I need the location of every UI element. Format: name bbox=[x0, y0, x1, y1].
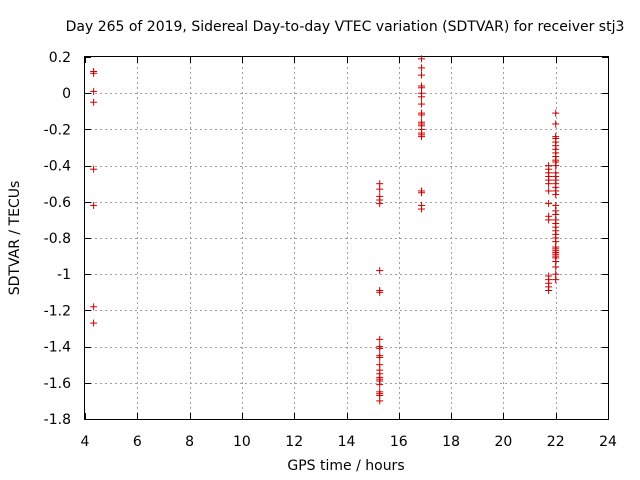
chart-title: Day 265 of 2019, Sidereal Day-to-day VTE… bbox=[66, 19, 625, 35]
data-point bbox=[376, 381, 384, 389]
data-point bbox=[376, 344, 384, 352]
data-point bbox=[552, 263, 560, 271]
data-point bbox=[545, 180, 553, 188]
data-point bbox=[418, 55, 426, 63]
data-point bbox=[90, 165, 98, 173]
data-point bbox=[376, 200, 384, 208]
x-tick-label: 8 bbox=[185, 434, 194, 450]
data-point bbox=[552, 191, 560, 199]
y-axis-label: SDTVAR / TECUs bbox=[7, 181, 23, 296]
x-tick-label: 22 bbox=[547, 434, 565, 450]
data-point bbox=[376, 288, 384, 296]
y-tick-label: -1.4 bbox=[44, 340, 71, 356]
data-point bbox=[552, 162, 560, 170]
data-point bbox=[545, 286, 553, 294]
x-tick-label: 20 bbox=[494, 434, 512, 450]
x-tick-label: 18 bbox=[442, 434, 460, 450]
x-tick-label: 12 bbox=[285, 434, 303, 450]
data-point bbox=[90, 87, 98, 95]
axis-ticks bbox=[85, 57, 609, 420]
x-tick-label: 24 bbox=[599, 434, 617, 450]
x-tick-label: 16 bbox=[390, 434, 408, 450]
data-point bbox=[418, 189, 426, 197]
x-tick-labels: 4 6 8 10 12 14 16 18 20 22 24 bbox=[81, 434, 617, 450]
data-point bbox=[90, 303, 98, 311]
data-point bbox=[376, 397, 384, 405]
data-point bbox=[376, 185, 384, 193]
y-tick-label: -1 bbox=[57, 267, 71, 283]
data-point bbox=[418, 205, 426, 213]
data-point bbox=[376, 353, 384, 361]
data-points bbox=[90, 55, 560, 405]
x-tick-label: 4 bbox=[81, 434, 90, 450]
x-axis-label: GPS time / hours bbox=[287, 458, 404, 474]
data-point bbox=[376, 267, 384, 275]
y-tick-label: -0.4 bbox=[44, 159, 71, 175]
data-point bbox=[418, 133, 426, 141]
data-point bbox=[418, 64, 426, 72]
data-point bbox=[376, 335, 384, 343]
y-tick-labels: 0.2 0 -0.2 -0.4 -0.6 -0.8 -1 -1.2 -1.4 -1.6 -1.8 bbox=[44, 50, 71, 428]
x-tick-label: 6 bbox=[133, 434, 142, 450]
data-point bbox=[418, 100, 426, 108]
plot-frame bbox=[84, 56, 609, 420]
data-point bbox=[418, 93, 426, 101]
y-tick-label: -0.8 bbox=[44, 231, 71, 247]
y-tick-label: -1.2 bbox=[44, 303, 71, 319]
y-tick-label: -1.8 bbox=[44, 412, 71, 428]
data-point bbox=[418, 71, 426, 79]
data-point bbox=[90, 319, 98, 327]
y-tick-label: 0 bbox=[62, 86, 71, 102]
data-point bbox=[90, 201, 98, 209]
data-point bbox=[545, 216, 553, 224]
data-point bbox=[418, 111, 426, 119]
data-point bbox=[552, 109, 560, 117]
y-tick-label: -1.6 bbox=[44, 376, 71, 392]
y-tick-label: -0.2 bbox=[44, 122, 71, 138]
data-point bbox=[545, 187, 553, 195]
x-tick-label: 10 bbox=[233, 434, 251, 450]
data-point bbox=[552, 243, 560, 251]
data-point bbox=[90, 98, 98, 106]
data-point bbox=[552, 276, 560, 284]
y-tick-label: -0.6 bbox=[44, 195, 71, 211]
y-tick-label: 0.2 bbox=[49, 50, 71, 66]
x-tick-label: 14 bbox=[338, 434, 356, 450]
grid bbox=[85, 57, 608, 419]
data-point bbox=[90, 67, 98, 75]
data-point bbox=[552, 120, 560, 128]
data-point bbox=[545, 200, 553, 208]
